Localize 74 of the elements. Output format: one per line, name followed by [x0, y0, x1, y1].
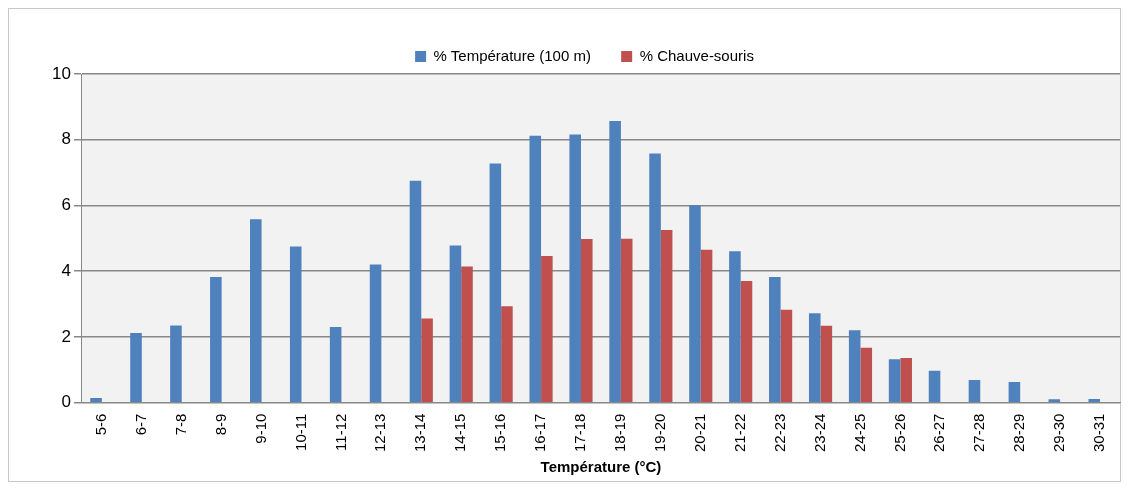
x-tick-label: 25-26 — [890, 413, 908, 453]
x-axis-title: Température (°C) — [540, 458, 662, 476]
x-tick-label: 15-16 — [491, 413, 509, 453]
bar — [449, 245, 462, 402]
x-tick-label: 18-19 — [611, 413, 629, 453]
bar — [928, 370, 941, 402]
x-tick-label: 20-21 — [690, 413, 708, 453]
bar — [780, 309, 793, 402]
x-tick-label: 29-30 — [1050, 413, 1068, 453]
legend-label: % Température (100 m) — [433, 46, 591, 64]
bar — [369, 264, 382, 402]
bar — [888, 359, 901, 402]
x-tick-label: 5-6 — [92, 413, 110, 436]
bar — [461, 266, 473, 402]
x-tick-label: 26-27 — [930, 413, 948, 453]
bar — [689, 205, 701, 402]
x-tick-label: 11-12 — [331, 413, 349, 451]
bar — [649, 153, 661, 402]
x-tick-label: 24-25 — [850, 413, 868, 453]
bar — [409, 180, 422, 402]
bar — [569, 134, 581, 402]
y-tick-label: 4 — [61, 260, 71, 280]
x-tick-label: 14-15 — [451, 413, 469, 453]
bar — [900, 357, 912, 402]
bar — [329, 327, 342, 402]
bar — [820, 325, 833, 402]
x-tick-label: 13-14 — [411, 413, 429, 453]
y-tick-label: 10 — [51, 63, 71, 83]
y-tick-label: 6 — [61, 195, 71, 215]
x-tick-label: 16-17 — [531, 413, 549, 453]
x-tick-label: 23-24 — [810, 413, 828, 453]
bar — [1048, 399, 1061, 402]
bar — [1088, 399, 1101, 402]
x-tick-label: 9-10 — [251, 413, 269, 444]
y-tick-label: 8 — [61, 129, 71, 149]
bar — [620, 238, 633, 402]
bar — [660, 230, 673, 402]
bar — [529, 135, 542, 402]
x-tick-label: 22-23 — [770, 413, 788, 453]
bar — [808, 313, 821, 402]
bar — [580, 238, 593, 402]
bar — [740, 281, 753, 402]
x-tick-label: 10-11 — [291, 413, 309, 451]
bar — [170, 325, 182, 402]
bar — [860, 347, 873, 402]
bar — [1008, 381, 1021, 402]
x-tick-label: 27-28 — [970, 413, 988, 453]
bar — [609, 121, 621, 402]
x-tick-label: 8-9 — [211, 413, 229, 436]
x-tick-label: 6-7 — [131, 413, 149, 436]
x-tick-label: 21-22 — [730, 413, 748, 453]
x-tick-label: 28-29 — [1010, 413, 1028, 453]
x-tick-label: 17-18 — [571, 413, 589, 453]
bar — [729, 251, 741, 402]
bar — [501, 306, 513, 402]
x-tick-label: 19-20 — [650, 413, 668, 453]
bar — [90, 398, 102, 402]
bar — [421, 318, 433, 402]
x-tick-label: 12-13 — [371, 413, 389, 453]
y-tick-label: 0 — [61, 392, 71, 412]
x-tick-label: 7-8 — [171, 413, 189, 436]
bar — [968, 379, 981, 402]
bar — [130, 332, 142, 402]
bar — [210, 277, 222, 402]
legend-label: % Chauve-souris — [639, 46, 754, 64]
bar — [489, 163, 502, 402]
bar — [289, 246, 302, 402]
bar — [541, 256, 553, 402]
bar — [700, 249, 713, 402]
bar — [769, 277, 781, 402]
bar — [250, 219, 262, 402]
x-tick-label: 30-31 — [1090, 413, 1108, 453]
y-tick-label: 2 — [61, 326, 71, 346]
bar — [848, 330, 861, 402]
